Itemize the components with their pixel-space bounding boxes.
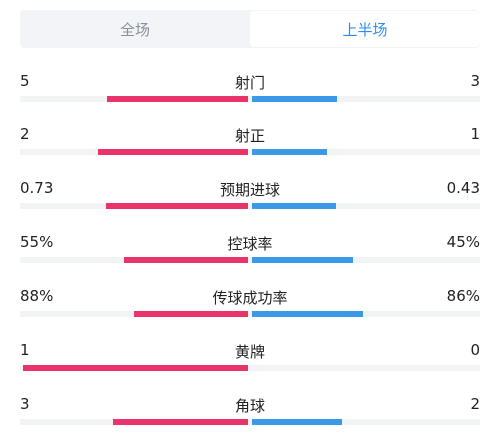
period-tabs: 全场 上半场 [20, 10, 480, 48]
away-value: 0 [470, 341, 480, 359]
home-bar [23, 365, 248, 371]
stat-label: 传球成功率 [212, 289, 288, 307]
home-value: 1 [20, 341, 30, 359]
home-value: 2 [20, 125, 30, 143]
stat-track [20, 419, 480, 425]
home-bar [107, 96, 248, 102]
stat-row-possession: 55% 控球率 45% [20, 233, 480, 273]
home-value: 55% [20, 233, 54, 251]
away-bar [252, 311, 363, 317]
tab-full-match[interactable]: 全场 [119, 20, 150, 39]
stat-label: 控球率 [227, 235, 273, 253]
home-bar [113, 419, 248, 425]
away-value: 45% [446, 233, 480, 251]
stat-track [20, 365, 480, 371]
home-value: 3 [20, 395, 30, 413]
home-bar [124, 257, 248, 263]
stat-row-expected-goals: 0.73 预期进球 0.43 [20, 179, 480, 219]
away-value: 3 [470, 72, 480, 90]
away-bar [252, 149, 327, 155]
away-bar [252, 257, 353, 263]
away-value: 2 [470, 395, 480, 413]
stat-track [20, 257, 480, 263]
tab-first-half[interactable]: 上半场 [250, 11, 480, 47]
stat-track [20, 311, 480, 317]
stat-row-shots: 5 射门 3 [20, 72, 480, 112]
stat-label: 射门 [234, 74, 265, 92]
away-value: 86% [446, 287, 480, 305]
away-value: 0.43 [446, 179, 480, 197]
home-value: 5 [20, 72, 30, 90]
stat-track [20, 96, 480, 102]
home-bar [98, 149, 248, 155]
stat-label: 射正 [234, 127, 265, 145]
stat-row-corners: 3 角球 2 [20, 395, 480, 435]
home-bar [106, 203, 248, 209]
home-value: 88% [20, 287, 54, 305]
stat-track [20, 149, 480, 155]
away-bar [252, 96, 337, 102]
stat-row-pass-accuracy: 88% 传球成功率 86% [20, 287, 480, 327]
stat-label: 黄牌 [234, 343, 265, 361]
stat-label: 角球 [234, 397, 265, 415]
stat-row-shots-on-target: 2 射正 1 [20, 125, 480, 165]
away-value: 1 [470, 125, 480, 143]
stat-row-yellow-cards: 1 黄牌 0 [20, 341, 480, 381]
stat-label: 预期进球 [219, 181, 280, 199]
home-bar [134, 311, 248, 317]
away-bar [252, 203, 336, 209]
stat-track [20, 203, 480, 209]
home-value: 0.73 [20, 179, 54, 197]
away-bar [252, 419, 342, 425]
